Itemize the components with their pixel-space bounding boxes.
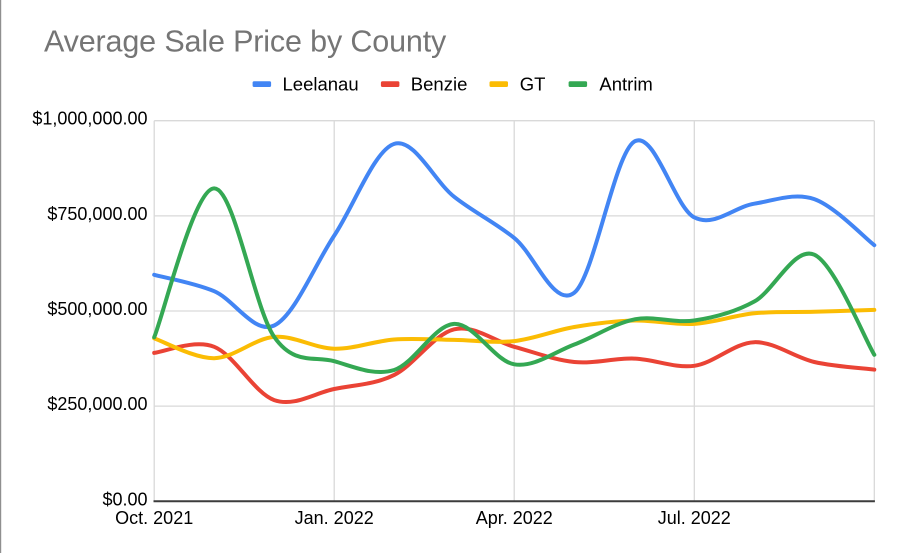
svg-text:$500,000.00: $500,000.00 (47, 299, 147, 319)
svg-text:Leelanau: Leelanau (283, 73, 359, 94)
svg-text:Jul. 2022: Jul. 2022 (658, 508, 731, 528)
svg-text:$0.00: $0.00 (102, 489, 147, 509)
svg-text:$250,000.00: $250,000.00 (47, 394, 147, 414)
svg-text:Benzie: Benzie (411, 73, 468, 94)
svg-text:Oct. 2021: Oct. 2021 (115, 508, 193, 528)
svg-text:Average Sale Price by County: Average Sale Price by County (44, 25, 447, 59)
svg-text:$750,000.00: $750,000.00 (47, 204, 147, 224)
svg-text:Jan. 2022: Jan. 2022 (295, 508, 374, 528)
svg-text:$1,000,000.00: $1,000,000.00 (32, 109, 147, 129)
svg-text:GT: GT (520, 73, 546, 94)
svg-text:Antrim: Antrim (599, 73, 652, 94)
svg-text:Apr. 2022: Apr. 2022 (476, 508, 553, 528)
